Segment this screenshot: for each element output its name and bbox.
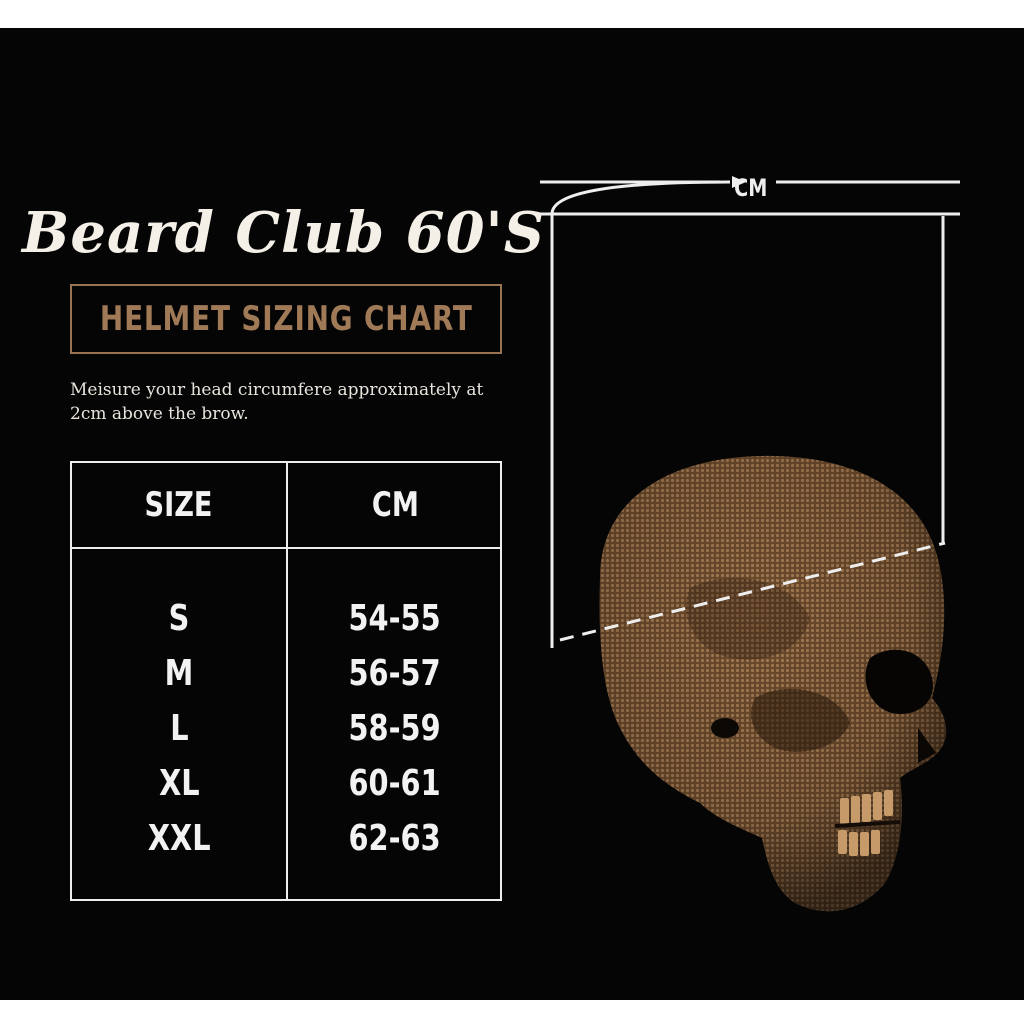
skull-illustration <box>599 455 947 912</box>
measurement-line <box>559 541 946 642</box>
table-row: XL <box>72 756 286 811</box>
size-cell: XL <box>158 763 200 804</box>
size-column: S M L XL XXL <box>72 591 286 866</box>
table-row: S <box>72 591 286 646</box>
table-row: XXL <box>72 811 286 866</box>
cm-cell: 62-63 <box>348 818 442 859</box>
table-row: 54-55 <box>288 591 502 646</box>
header-cm-label: CM <box>371 485 419 525</box>
cm-column: 54-55 56-57 58-59 60-61 62-63 <box>288 591 502 866</box>
table-row: M <box>72 646 286 701</box>
chart-title-box: HELMET SIZING CHART <box>70 284 502 354</box>
size-table: SIZE CM S M L XL XXL 54-55 56-57 58-59 6… <box>70 461 502 901</box>
table-row: L <box>72 701 286 756</box>
size-cell: XXL <box>147 818 211 859</box>
brand-title: Beard Club 60'S <box>22 200 546 266</box>
cm-cell: 54-55 <box>348 598 442 639</box>
measurement-diagram-svg <box>350 176 1024 912</box>
measurement-diagram: CM <box>350 138 1024 938</box>
size-cell: L <box>169 708 189 749</box>
table-row: 60-61 <box>288 756 502 811</box>
measure-instruction: Meisure your head circumfere approximate… <box>70 380 484 424</box>
arrow-right-icon <box>732 176 746 188</box>
unit-label-text: CM <box>734 174 768 202</box>
header-size-label: SIZE <box>144 485 214 525</box>
sizing-poster: Beard Club 60'S HELMET SIZING CHART Meis… <box>0 28 1024 1000</box>
header-cm: CM <box>288 463 502 547</box>
table-divider-horizontal <box>72 547 500 549</box>
table-divider-vertical <box>286 463 288 899</box>
cm-cell: 56-57 <box>348 653 442 694</box>
diagram-unit-label: CM <box>726 174 776 202</box>
size-cell: S <box>168 598 190 639</box>
cm-cell: 60-61 <box>348 763 442 804</box>
chart-title: HELMET SIZING CHART <box>99 299 473 339</box>
cm-cell: 58-59 <box>348 708 442 749</box>
table-row: 56-57 <box>288 646 502 701</box>
table-row: 58-59 <box>288 701 502 756</box>
table-row: 62-63 <box>288 811 502 866</box>
size-cell: M <box>164 653 194 694</box>
header-size: SIZE <box>72 463 286 547</box>
